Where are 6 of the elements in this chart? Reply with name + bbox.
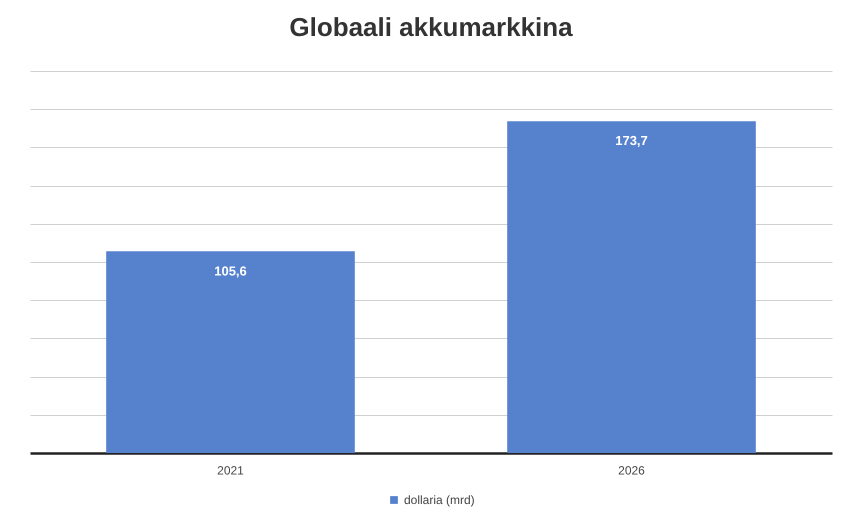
- legend-label: dollaria (mrd): [404, 493, 475, 507]
- data-label: 173,7: [615, 133, 648, 148]
- x-tick-label: 2026: [618, 464, 646, 478]
- data-label: 105,6: [214, 263, 247, 278]
- chart-title: Globaali akkumarkkina: [289, 12, 574, 42]
- x-tick-label: 2021: [217, 464, 244, 478]
